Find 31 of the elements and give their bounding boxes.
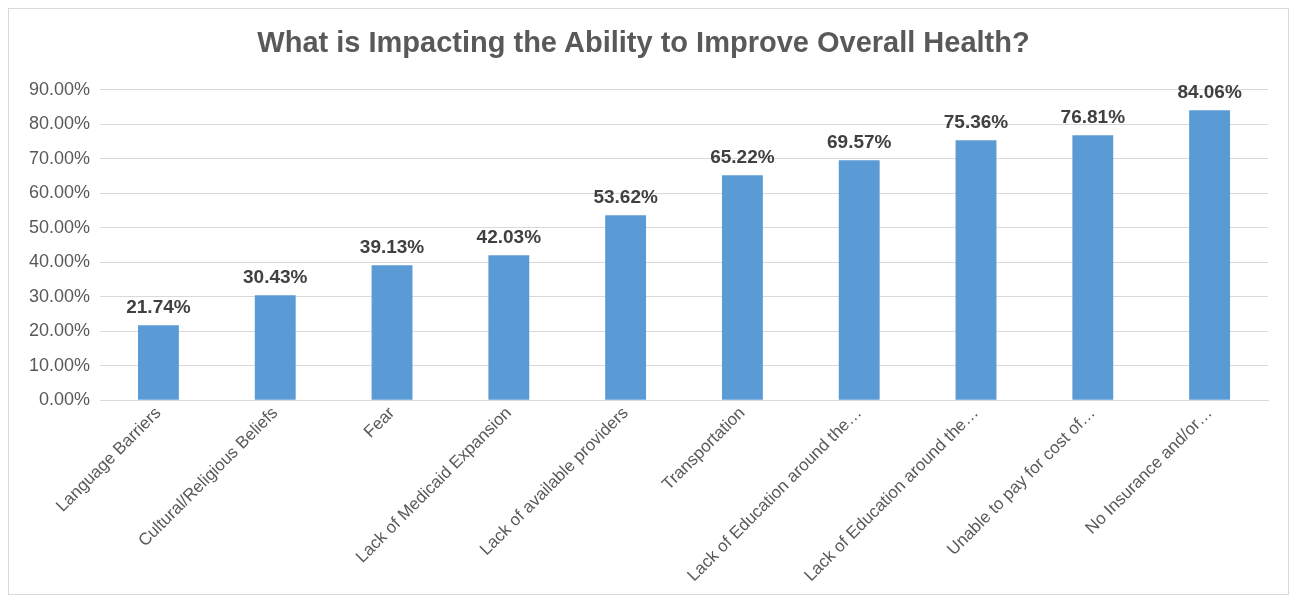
chart-title: What is Impacting the Ability to Improve Overall Health? bbox=[257, 26, 1030, 59]
data-label: 53.62% bbox=[593, 185, 658, 207]
y-tick-label: 80.00% bbox=[28, 113, 91, 134]
bar bbox=[254, 295, 296, 400]
y-tick-label: 50.00% bbox=[28, 216, 91, 237]
bar bbox=[1189, 110, 1231, 400]
bar bbox=[721, 175, 763, 400]
data-label: 75.36% bbox=[943, 111, 1009, 133]
data-label: 65.22% bbox=[710, 145, 775, 167]
bar bbox=[488, 255, 530, 400]
data-label: 42.03% bbox=[476, 225, 542, 247]
data-label: 30.43% bbox=[243, 265, 308, 287]
bar bbox=[955, 140, 997, 400]
bar bbox=[605, 215, 647, 400]
y-tick-label: 30.00% bbox=[28, 285, 91, 306]
data-label: 21.74% bbox=[126, 295, 191, 317]
data-label: 39.13% bbox=[359, 235, 425, 257]
y-tick-label: 70.00% bbox=[28, 147, 91, 168]
bar bbox=[371, 265, 413, 400]
bar bbox=[1072, 135, 1114, 400]
y-tick-label: 40.00% bbox=[28, 251, 91, 272]
y-tick-label: 20.00% bbox=[28, 320, 91, 341]
data-label: 69.57% bbox=[826, 130, 892, 152]
bar bbox=[838, 160, 880, 400]
bar bbox=[138, 325, 179, 400]
y-tick-label: 60.00% bbox=[28, 182, 91, 203]
y-tick-label: 0.00% bbox=[39, 389, 91, 410]
data-label: 76.81% bbox=[1060, 106, 1126, 128]
y-tick-label: 10.00% bbox=[28, 354, 91, 375]
y-tick-label: 90.00% bbox=[28, 78, 91, 99]
data-label: 84.06% bbox=[1177, 81, 1242, 103]
